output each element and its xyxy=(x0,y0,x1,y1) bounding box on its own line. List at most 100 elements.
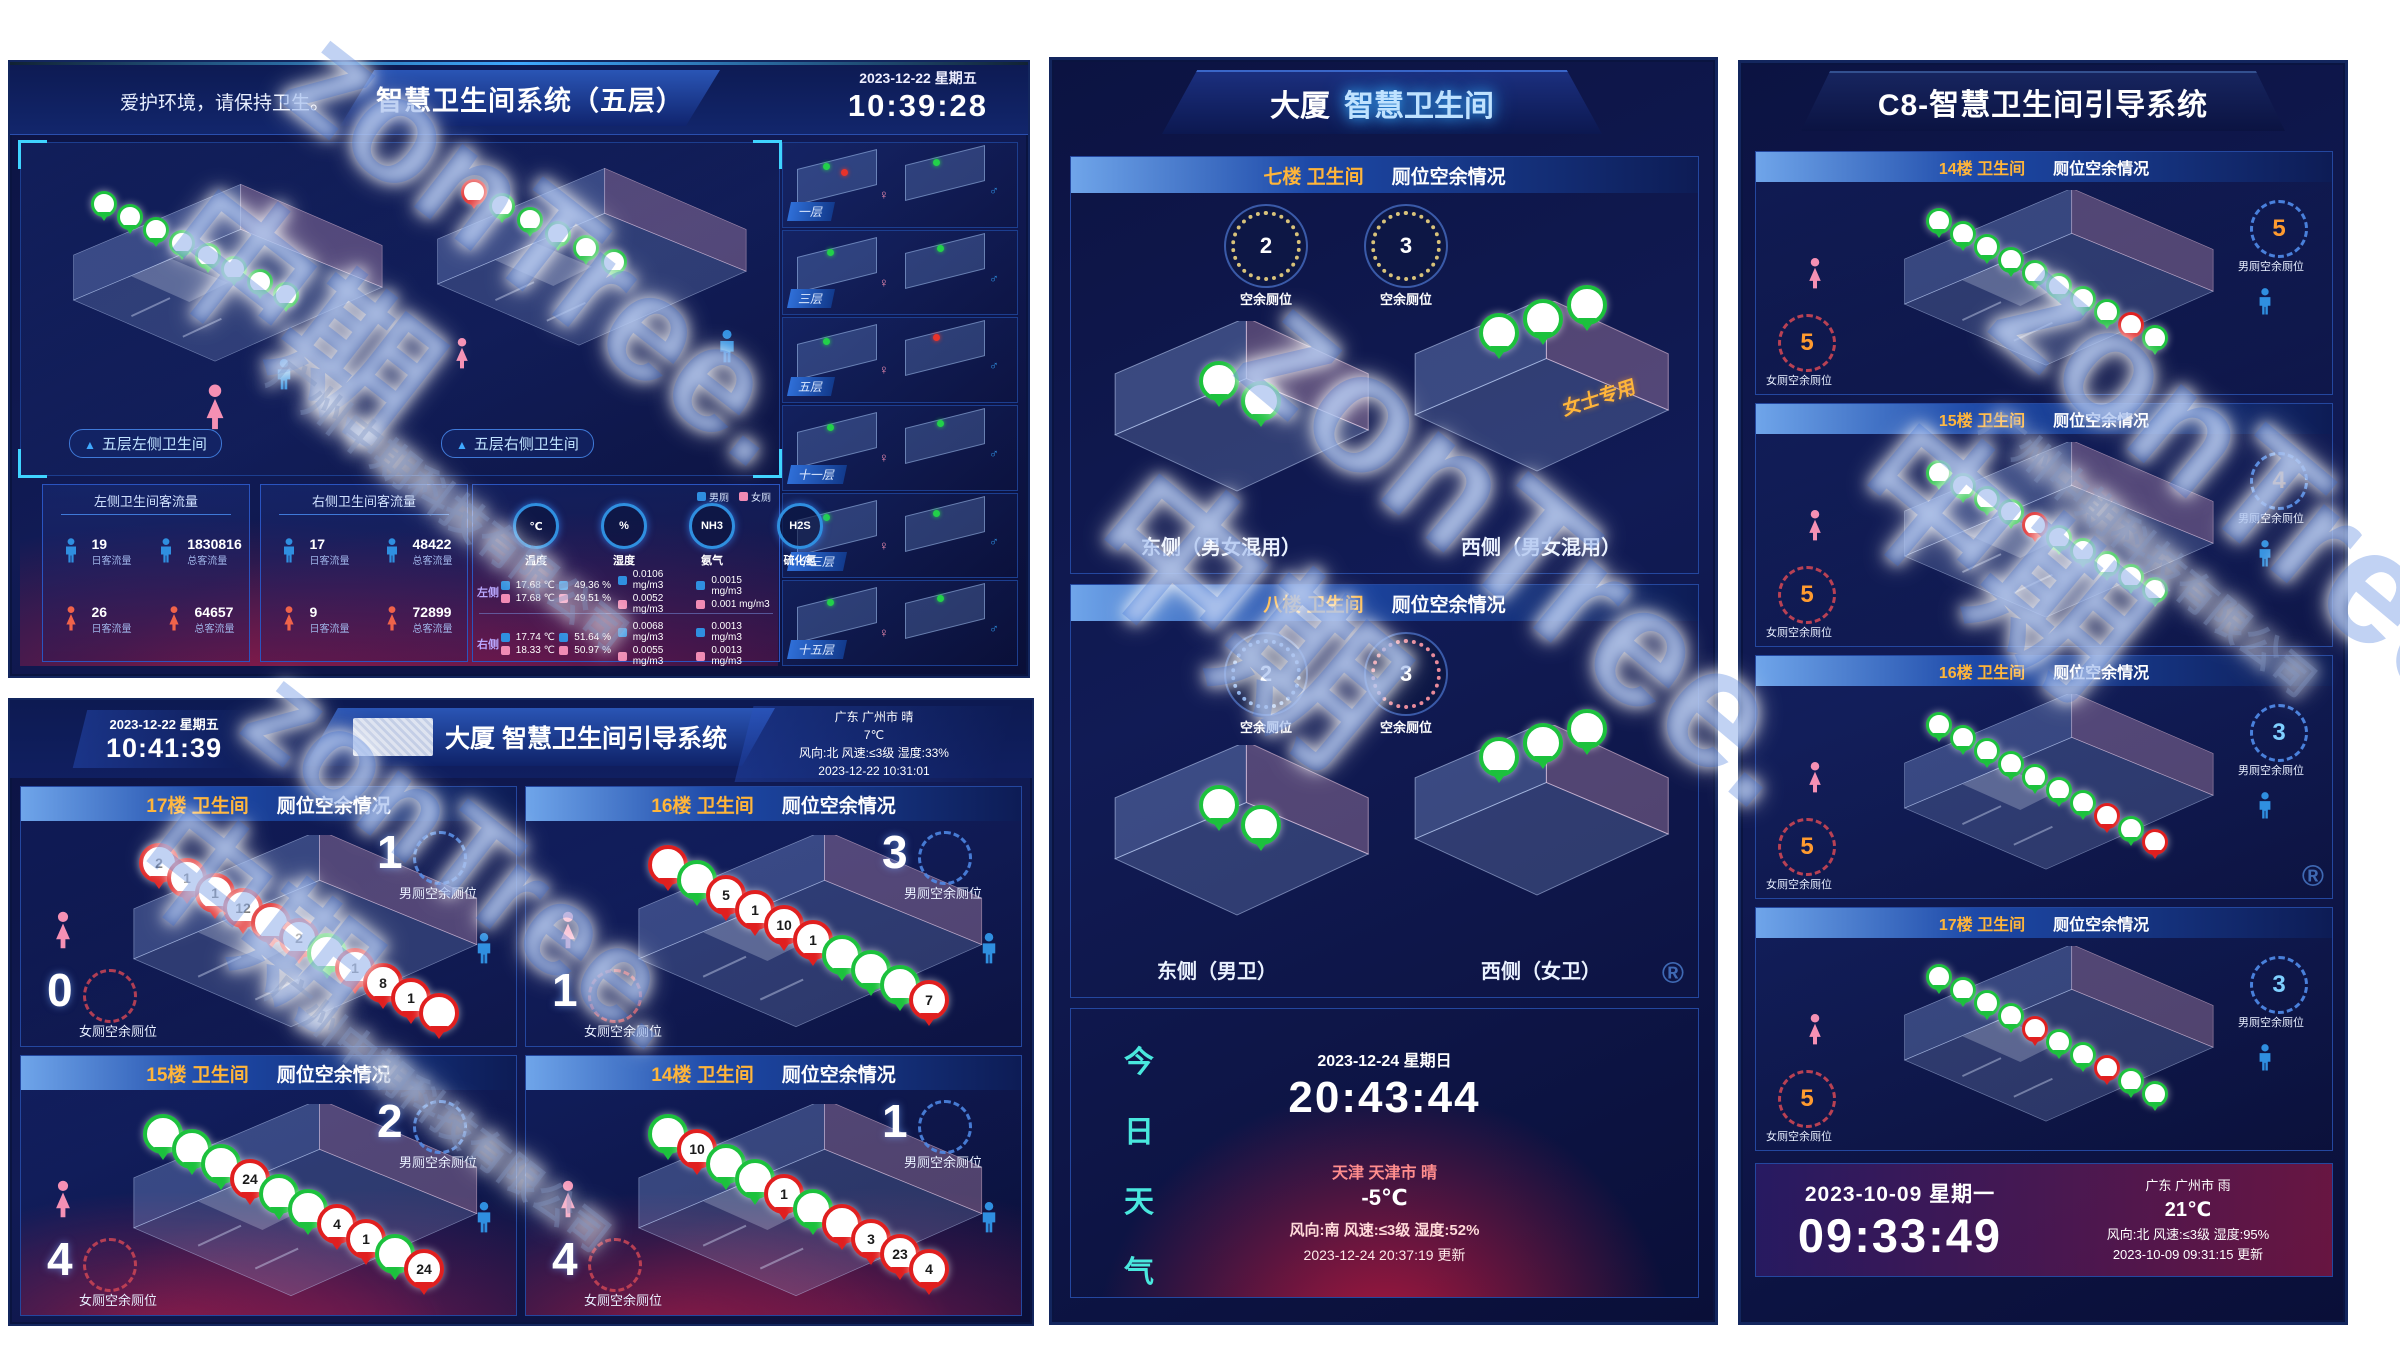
female-free-label: 女厕空余厕位 xyxy=(584,1293,663,1308)
redacted-company-name xyxy=(353,718,434,756)
east-free-badge: 2 xyxy=(1231,211,1301,281)
section-floor-15: 15楼 卫生间 厕位空余情况 5 女厕空余厕位 4 男厕空余厕位 xyxy=(1755,403,2333,647)
female-free-count: 5 xyxy=(1778,314,1836,372)
female-free-count: 4 xyxy=(552,1233,578,1285)
panel-c8-guide-system: C8-智慧卫生间引导系统 14楼 卫生间 厕位空余情况 5 女厕空余厕位 5 男厕… xyxy=(1738,60,2348,1325)
male-free-label: 男厕空余厕位 xyxy=(2238,765,2304,777)
panel-b-date: 2023-12-22 星期五 xyxy=(109,717,219,732)
stat-item: 19 日客流量 xyxy=(43,517,146,585)
red-stall-pin: 7 xyxy=(909,980,949,1020)
section-subtitle: 厕位空余情况 xyxy=(1391,594,1506,616)
female-mini-icon: ♀ xyxy=(879,625,889,641)
female-count-ring xyxy=(588,1238,642,1292)
female-free-count: 5 xyxy=(1778,818,1836,876)
section-floor-14: 14楼 卫生间 厕位空余情况 10 1 3 23 4 4 女厕空余厕位 1 男厕空余厕位 xyxy=(525,1055,1022,1316)
section-subtitle: 厕位空余情况 xyxy=(276,795,391,817)
west-room-pins xyxy=(1071,193,1698,573)
female-figure xyxy=(1800,242,1830,306)
female-mini-icon: ♀ xyxy=(879,362,889,378)
male-free-count: 3 xyxy=(2250,704,2308,762)
panel-b-title: 大厦 智慧卫生间引导系统 xyxy=(445,725,727,753)
floor-thumb-label: 十五层 xyxy=(786,640,848,660)
green-stall-pin xyxy=(1479,313,1519,353)
section-floor-17: 17楼 卫生间 厕位空余情况 5 女厕空余厕位 3 男厕空余厕位 xyxy=(1755,907,2333,1151)
red-stall-pin xyxy=(2094,1055,2120,1081)
green-stall-pin xyxy=(247,269,273,295)
east-room-label: 东侧（男女混用） xyxy=(1141,537,1301,559)
panel-d-footer: 2023-10-09 星期一 09:33:49 广东 广州市 雨 21℃ 风向:… xyxy=(1755,1163,2333,1277)
sidebar-floor-13[interactable]: ♀ ♂ 十三层 xyxy=(782,492,1018,579)
triangle-icon: ▲ xyxy=(84,438,96,452)
panel-b-time: 10:41:39 xyxy=(106,733,223,763)
panel-b-floor-grid: 17楼 卫生间 厕位空余情况 2 1 1 12 2 1 8 1 0 女厕空余厕位 1 男厕空余厕… xyxy=(20,786,1022,1316)
corner-bracket xyxy=(18,140,47,169)
west-free-badge: 3 xyxy=(1371,211,1441,281)
stat-item: 72899 总客流量 xyxy=(364,585,467,653)
green-stall-pin xyxy=(2070,1042,2096,1068)
left-room-label[interactable]: ▲ 五层左侧卫生间 xyxy=(69,429,222,458)
green-stall-pin xyxy=(117,204,143,230)
green-stall-pin xyxy=(2118,816,2144,842)
panel-smart-restroom-floor5: 爱护环境，请保持卫生。 智慧卫生间系统（五层） 2023-12-22 星期五 1… xyxy=(8,60,1030,678)
sidebar-floor-11[interactable]: ♀ ♂ 十一层 xyxy=(782,405,1018,491)
male-free-count: 1 xyxy=(882,1095,908,1147)
sidebar-floor-5[interactable]: ♀ ♂ 五层 xyxy=(782,317,1018,404)
male-count-ring xyxy=(918,831,972,885)
west-free-badge: 3 xyxy=(1371,639,1441,709)
stat-item: 9 日客流量 xyxy=(261,585,364,653)
panel-c-header: 大厦 智慧卫生间 xyxy=(1052,60,1715,146)
sidebar-floor-1[interactable]: ♀ ♂ 一层 xyxy=(782,142,1018,228)
female-figure xyxy=(1800,998,1830,1062)
green-stall-pin xyxy=(2142,577,2168,603)
green-stall-pin xyxy=(1974,990,2000,1016)
right-room-label[interactable]: ▲ 五层右侧卫生间 xyxy=(441,429,594,458)
female-count-ring xyxy=(83,1238,137,1292)
female-person-icon xyxy=(283,606,294,631)
green-stall-pin xyxy=(2046,1029,2072,1055)
green-stall-pin xyxy=(2022,260,2048,286)
green-stall-pin xyxy=(195,243,221,269)
male-figure xyxy=(2252,526,2278,582)
male-free-count: 1 xyxy=(377,826,403,878)
male-mini-icon: ♂ xyxy=(989,533,999,549)
male-mini-icon: ♂ xyxy=(989,358,999,374)
floor-title: 15楼 卫生间 xyxy=(1938,413,2026,430)
male-free-label: 男厕空余厕位 xyxy=(904,1155,983,1170)
footer-wind: 风向:北 风速:≤3级 湿度:95% xyxy=(2106,1227,2270,1243)
person-icon xyxy=(386,538,397,563)
green-stall-pin xyxy=(1199,361,1239,401)
male-figure xyxy=(2252,1030,2278,1086)
male-figure xyxy=(974,917,1004,981)
panel-d-title: C8-智慧卫生间引导系统 xyxy=(1877,89,2209,122)
floor-title: 16楼 卫生间 xyxy=(651,795,754,817)
green-stall-pin xyxy=(1523,299,1563,339)
registered-mark-icon: ® xyxy=(2301,860,2324,893)
temperature-gauge-icon: ℃ xyxy=(513,503,559,549)
green-stall-pin xyxy=(517,207,543,233)
male-free-label: 男厕空余厕位 xyxy=(904,886,983,901)
floor-thumb-label: 五层 xyxy=(786,377,836,397)
female-free-label: 女厕空余厕位 xyxy=(584,1024,663,1039)
today-wind: 风向:南 风速:≤3级 湿度:52% xyxy=(1289,1222,1480,1239)
panel-c-title-prefix: 大厦 xyxy=(1270,90,1330,123)
male-free-label: 男厕空余厕位 xyxy=(2238,261,2304,273)
today-temp: -5℃ xyxy=(1361,1185,1408,1210)
panel-a-datetime: 2023-12-22 星期五 10:39:28 xyxy=(848,68,988,124)
green-stall-pin xyxy=(2046,777,2072,803)
east-room-isometric xyxy=(1114,745,1369,916)
female-mini-icon: ♀ xyxy=(879,537,889,553)
sidebar-floor-15[interactable]: ♀ ♂ 十五层 xyxy=(782,580,1018,667)
panel-a-time: 10:39:28 xyxy=(847,88,988,123)
sidebar-floor-3[interactable]: ♀ ♂ 三层 xyxy=(782,229,1018,316)
green-stall-pin xyxy=(273,282,299,308)
free-stall-badges: 2 空余厕位 3 空余厕位 xyxy=(1231,639,1441,736)
stat-item: 64657 总客流量 xyxy=(146,585,249,653)
sensor-row-left-side: 左侧 17.68 ℃ 17.68 ℃ 49.36 % 49.51 % 0.010… xyxy=(477,569,770,615)
section-subtitle: 厕位空余情况 xyxy=(276,1064,391,1086)
panel-b-header: 2023-12-22 星期五 10:41:39 大厦 智慧卫生间引导系统 广东 … xyxy=(10,700,1032,782)
stall-pins: 5 1 10 1 7 xyxy=(526,821,1021,1046)
gender-legend: 男厕 女厕 xyxy=(697,489,771,504)
green-stall-pin xyxy=(2070,538,2096,564)
green-stall-pin xyxy=(1523,723,1563,763)
green-stall-pin xyxy=(1950,473,1976,499)
